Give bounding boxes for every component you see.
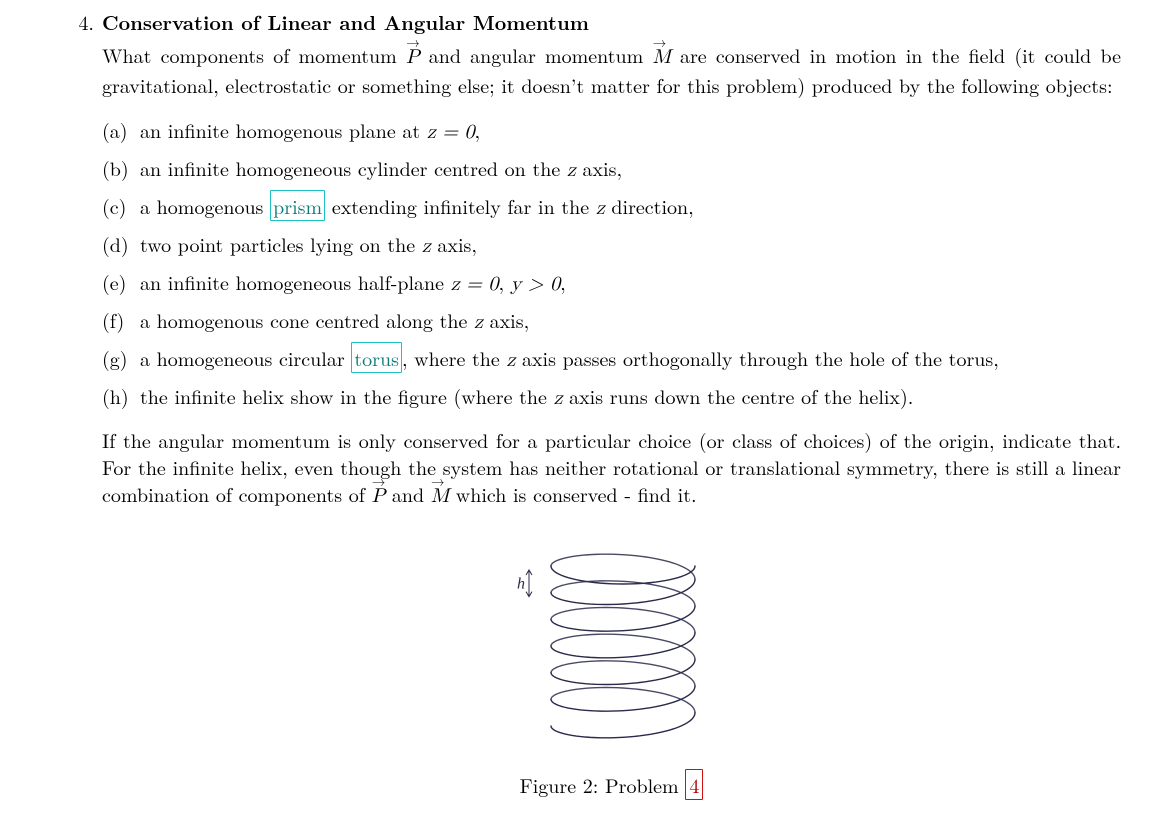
arrow-icon: → xyxy=(372,472,385,490)
part-b: (b) an infinite homogeneous cylinder cen… xyxy=(102,154,1121,184)
part-label: (c) xyxy=(102,192,140,219)
text: , xyxy=(560,267,566,296)
link-prism[interactable]: prism xyxy=(270,190,325,221)
part-h: (h) the infinite helix show in the figur… xyxy=(102,382,1121,412)
page: 4. Conservation of Linear and Angular Mo… xyxy=(0,0,1171,818)
part-text: a homogenous prism extending infinitely … xyxy=(140,192,1121,222)
part-label: (a) xyxy=(102,116,140,143)
part-text: an infinite homogeneous cylinder centred… xyxy=(140,154,1121,184)
part-c: (c) a homogenous prism extending infinit… xyxy=(102,192,1121,222)
text: two point particles lying on the xyxy=(140,229,422,258)
text: an infinite homogeneous cylinder centred… xyxy=(140,153,567,182)
part-label: (g) xyxy=(102,344,140,371)
math: z xyxy=(422,236,431,256)
text: extending infinitely far in the xyxy=(325,191,596,220)
text: direction, xyxy=(605,191,694,220)
text: and xyxy=(385,479,431,508)
text: which is conserved - find it. xyxy=(449,479,696,508)
problem-intro: What components of momentum →P and angul… xyxy=(102,41,1121,98)
figure-helix: h xyxy=(102,538,1121,753)
vector-P: →P xyxy=(406,41,420,71)
text: an infinite homogenous plane at xyxy=(140,115,427,144)
vector-M: →M xyxy=(431,480,449,510)
text: a homogeneous circular xyxy=(140,343,351,372)
part-label: (b) xyxy=(102,154,140,181)
part-label: (e) xyxy=(102,268,140,295)
part-label: (d) xyxy=(102,230,140,257)
text: , xyxy=(498,267,510,296)
part-text: a homogenous cone centred along the z ax… xyxy=(140,306,1121,336)
svg-text:h: h xyxy=(517,575,525,592)
math: z xyxy=(596,198,605,218)
math: z xyxy=(506,350,515,370)
text: axis runs down the centre of the helix). xyxy=(562,381,913,410)
text: axis passes orthogonally through the hol… xyxy=(515,343,999,372)
math: z = 0 xyxy=(427,122,475,142)
intro-text-mid: and angular momentum xyxy=(420,40,653,69)
part-e: (e) an infinite homogeneous half-plane z… xyxy=(102,268,1121,298)
helix-svg: h xyxy=(502,538,722,748)
problem-title: Conservation of Linear and Angular Momen… xyxy=(102,8,1121,35)
math: y > 0 xyxy=(511,274,560,294)
part-text: a homogeneous circular torus, where the … xyxy=(140,344,1121,374)
part-f: (f) a homogenous cone centred along the … xyxy=(102,306,1121,336)
part-d: (d) two point particles lying on the z a… xyxy=(102,230,1121,260)
text: , where the xyxy=(402,343,506,372)
text: a homogenous cone centred along the xyxy=(140,305,474,334)
intro-text-pre: What components of momentum xyxy=(102,40,406,69)
part-label: (h) xyxy=(102,382,140,409)
math: z = 0 xyxy=(451,274,499,294)
link-torus[interactable]: torus xyxy=(351,342,402,373)
text: , xyxy=(475,115,481,144)
part-text: an infinite homogenous plane at z = 0, xyxy=(140,116,1121,146)
part-text: two point particles lying on the z axis, xyxy=(140,230,1121,260)
text: axis, xyxy=(576,153,622,182)
vector-P: →P xyxy=(372,480,386,510)
part-label: (f) xyxy=(102,306,140,333)
part-g: (g) a homogeneous circular torus, where … xyxy=(102,344,1121,374)
problem-block: 4. Conservation of Linear and Angular Mo… xyxy=(50,8,1121,798)
part-text: the infinite helix show in the figure (w… xyxy=(140,382,1121,412)
text: a homogenous xyxy=(140,191,270,220)
problem-number: 4. xyxy=(50,8,102,35)
part-a: (a) an infinite homogenous plane at z = … xyxy=(102,116,1121,146)
arrow-icon: → xyxy=(406,33,419,51)
parts-list: (a) an infinite homogenous plane at z = … xyxy=(102,116,1121,412)
vector-M: →M xyxy=(652,41,670,71)
math: z xyxy=(474,312,483,332)
part-text: an infinite homogeneous half-plane z = 0… xyxy=(140,268,1121,298)
text: axis, xyxy=(483,305,529,334)
closing-paragraph: If the angular momentum is only conserve… xyxy=(102,426,1121,510)
text: the infinite helix show in the figure (w… xyxy=(140,381,554,410)
caption-text: Figure 2: Problem xyxy=(520,770,686,799)
arrow-icon: → xyxy=(653,33,666,51)
arrow-icon: → xyxy=(431,472,444,490)
problem-body: Conservation of Linear and Angular Momen… xyxy=(102,8,1121,798)
math: z xyxy=(567,160,576,180)
text: axis, xyxy=(431,229,477,258)
figure-caption: Figure 2: Problem 4 xyxy=(102,771,1121,798)
text: an infinite homogeneous half-plane xyxy=(140,267,451,296)
figure-ref[interactable]: 4 xyxy=(685,769,703,800)
